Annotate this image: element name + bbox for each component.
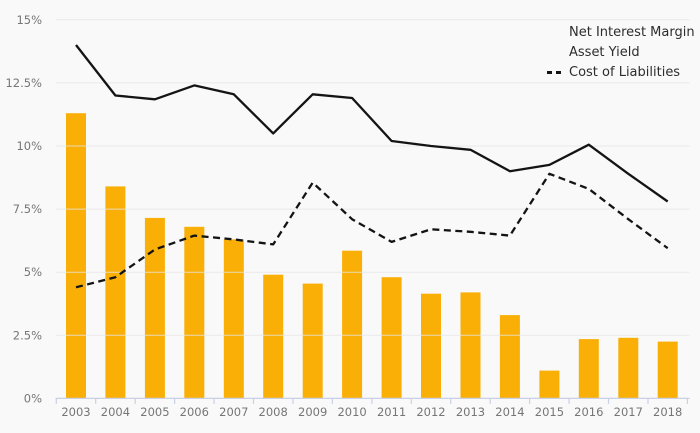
legend-item-net-interest-margin: Net Interest Margin xyxy=(547,25,695,40)
bar-2007 xyxy=(223,239,244,399)
legend-item-cost-of-liabilities: Cost of Liabilities xyxy=(547,65,695,80)
bar-2011 xyxy=(381,277,402,399)
x-tick-label: 2010 xyxy=(337,405,366,419)
legend-label: Cost of Liabilities xyxy=(569,65,681,80)
y-tick-label: 15% xyxy=(16,13,42,27)
bar-2014 xyxy=(499,315,520,399)
y-tick-label: 0% xyxy=(24,391,42,405)
x-tick-label: 2017 xyxy=(614,405,643,419)
bar-2004 xyxy=(105,186,126,399)
solid-line-swatch-icon xyxy=(547,51,561,54)
x-tick-label: 2009 xyxy=(298,405,327,419)
x-tick-label: 2016 xyxy=(574,405,603,419)
bar-2006 xyxy=(184,226,205,399)
bar-2009 xyxy=(302,283,323,399)
bar-2016 xyxy=(578,339,599,399)
x-tick-label: 2011 xyxy=(377,405,406,419)
x-tick-label: 2012 xyxy=(416,405,445,419)
bar-2015 xyxy=(539,370,560,399)
x-tick-label: 2015 xyxy=(535,405,564,419)
y-tick-label: 5% xyxy=(24,265,42,279)
dashed-line-swatch-icon xyxy=(547,71,561,74)
x-tick-label: 2018 xyxy=(653,405,682,419)
y-tick-label: 2.5% xyxy=(13,328,42,342)
bar-2013 xyxy=(460,292,481,399)
x-tick-label: 2008 xyxy=(259,405,288,419)
bar-swatch-icon xyxy=(547,26,560,39)
x-tick-label: 2006 xyxy=(180,405,209,419)
x-tick-label: 2013 xyxy=(456,405,485,419)
bar-2017 xyxy=(618,337,639,399)
x-tick-label: 2003 xyxy=(61,405,90,419)
bar-2008 xyxy=(263,274,284,399)
legend-label: Asset Yield xyxy=(569,45,640,60)
asset-yield-line xyxy=(75,44,669,203)
bar-2010 xyxy=(342,250,363,399)
y-tick-label: 7.5% xyxy=(13,202,42,216)
x-tick-label: 2014 xyxy=(495,405,524,419)
legend-label: Net Interest Margin xyxy=(569,25,695,40)
x-tick-label: 2005 xyxy=(140,405,169,419)
legend: Net Interest Margin Asset Yield Cost of … xyxy=(547,25,695,80)
bar-2005 xyxy=(144,217,165,399)
x-tick-label: 2007 xyxy=(219,405,248,419)
legend-item-asset-yield: Asset Yield xyxy=(547,45,695,60)
bar-2018 xyxy=(657,341,678,399)
cost-of-liabilities-line xyxy=(75,172,669,289)
bar-2003 xyxy=(66,113,86,399)
y-tick-label: 10% xyxy=(16,139,42,153)
bar-2012 xyxy=(421,293,441,399)
y-tick-label: 12.5% xyxy=(5,76,42,90)
x-tick-label: 2004 xyxy=(101,405,130,419)
